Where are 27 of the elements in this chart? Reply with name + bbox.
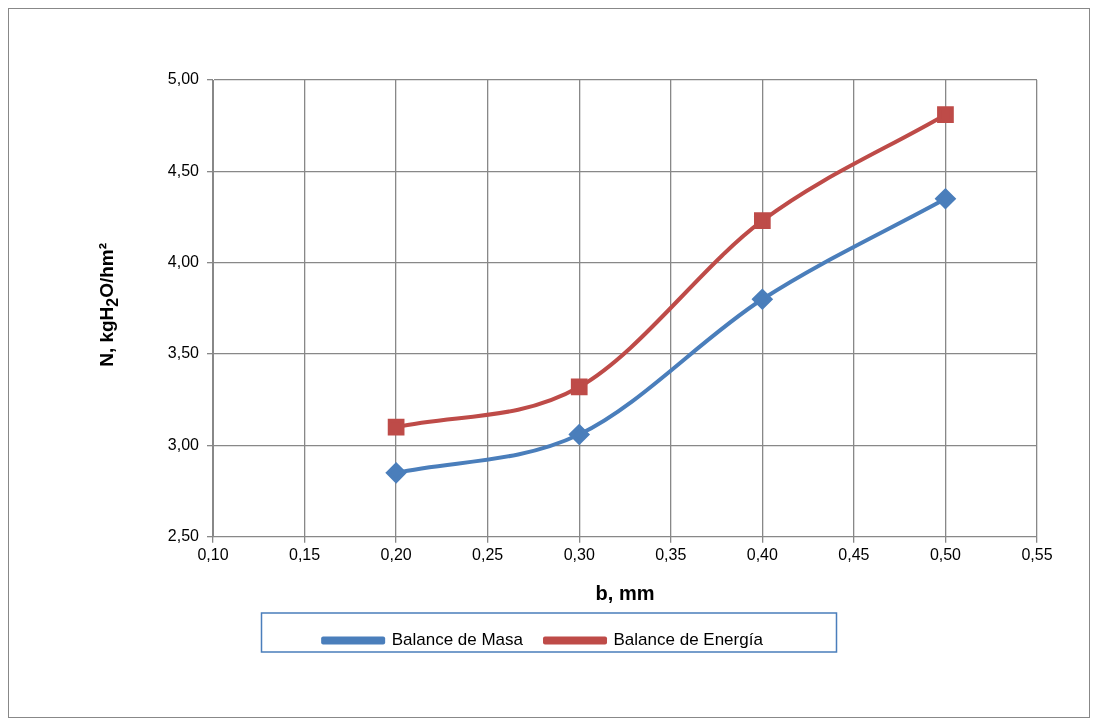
y-tick-label: 3,00 — [167, 435, 200, 453]
legend-label: Balance de Energía — [613, 630, 764, 650]
x-tick-label: 0,55 — [1021, 545, 1053, 563]
x-tick-label: 0,25 — [472, 545, 504, 563]
x-tick-label: 0,50 — [929, 545, 962, 563]
point — [752, 289, 773, 310]
x-tick-label: 0,45 — [838, 545, 870, 563]
point — [386, 462, 407, 483]
y-tick-label: 4,50 — [167, 161, 200, 179]
point — [570, 378, 588, 396]
x-tick-label: 0,35 — [655, 545, 687, 563]
x-tick-label: 0,20 — [380, 545, 412, 563]
x-axis-title: b, mm — [595, 581, 655, 604]
point — [387, 418, 405, 436]
x-tick-label: 0,15 — [288, 545, 321, 563]
legend-label: Balance de Masa — [391, 630, 524, 650]
y-tick-label: 4,00 — [167, 253, 200, 271]
x-tick-label: 0,10 — [197, 545, 229, 563]
y-tick-label: 2,50 — [167, 527, 200, 545]
y-tick-label: 3,50 — [167, 344, 200, 362]
y-tick-label: 5,00 — [167, 70, 200, 88]
point — [937, 106, 954, 124]
point — [935, 188, 956, 209]
point — [753, 212, 771, 230]
x-tick-label: 0,40 — [746, 545, 779, 563]
point — [569, 424, 590, 445]
x-tick-label: 0,30 — [563, 545, 595, 563]
